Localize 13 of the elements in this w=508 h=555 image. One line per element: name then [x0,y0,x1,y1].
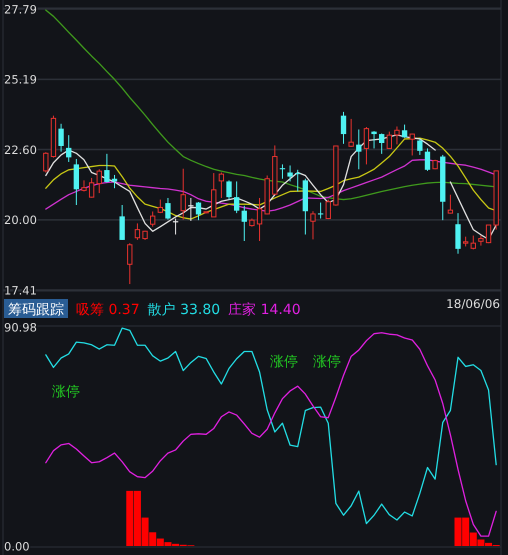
y-tick-label: 27.79 [4,2,37,16]
y-tick-label: 22.60 [4,142,37,157]
y-tick-label: 17.41 [4,283,37,298]
chart-title: 筹码跟踪 [8,302,64,318]
annotation: 涨停 [270,354,298,370]
legend: 吸筹 0.37 散户 33.80 庄家 14.40 [76,302,301,318]
y-tick-label: 25.19 [4,72,37,87]
text: 18/06/06 [446,297,500,311]
annotation: 涨停 [313,354,341,370]
y-tick-label: 0.00 [4,539,30,554]
y-tick-label: 90.98 [4,320,37,334]
y-tick-label: 20.00 [4,213,37,228]
annotation: 涨停 [52,384,80,400]
